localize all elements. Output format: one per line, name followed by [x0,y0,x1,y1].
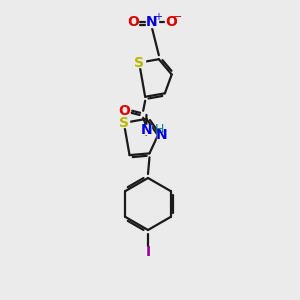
Bar [118,118,129,127]
Bar [157,131,167,140]
Text: S: S [134,56,144,70]
Bar [165,17,177,26]
Bar [143,248,152,256]
Bar [119,106,129,115]
Bar [141,125,151,134]
Text: H: H [154,123,164,136]
Text: O: O [165,15,177,29]
Text: N: N [140,123,152,137]
Bar [146,17,158,26]
Text: −: − [173,12,183,22]
Text: S: S [119,116,129,130]
Text: O: O [127,15,139,29]
Text: +: + [154,12,162,22]
Text: N: N [156,128,168,142]
Text: I: I [146,245,151,259]
Bar [134,58,145,67]
Text: N: N [146,15,158,29]
Text: O: O [118,104,130,118]
Bar [128,17,138,26]
